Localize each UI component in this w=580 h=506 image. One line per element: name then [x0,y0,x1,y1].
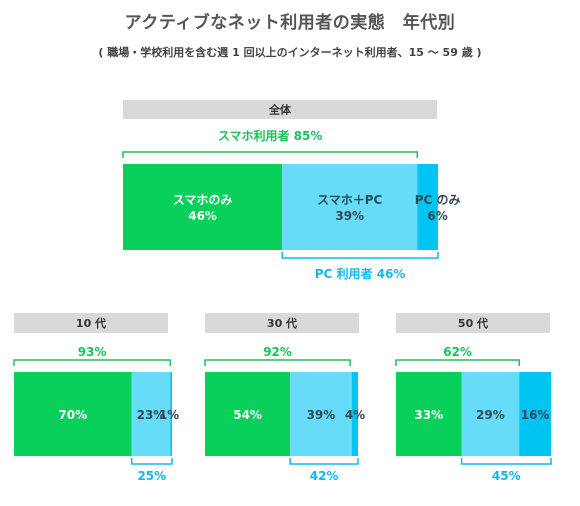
panel-0-smartphone-only-name: スマホのみ [173,193,233,207]
panel-2-smartphone-and-pc-bar [290,372,352,456]
panel-1-smartphone-and-pc-bar [131,372,171,456]
panel-0-pc-only-bar [417,164,438,250]
panel-3-pc-only-value: 16% [521,408,550,422]
panel-2-smartphone-only-bar [205,372,291,456]
panel-2-pc-only-bar [351,372,358,456]
panel-3-pc-users-label: 45% [492,469,521,483]
panel-1-smartphone-users-bracket [13,359,172,366]
panel-3-pc-users-bracket [460,458,552,465]
panel-1-smartphone-and-pc-value: 23% [137,408,166,422]
panel-0-smartphone-only-value: 46% [188,209,217,223]
panel-3-smartphone-and-pc-bar [461,372,520,456]
panel-0-smartphone-users-bracket [122,151,418,158]
panel-2-smartphone-only-value: 54% [233,408,262,422]
panel-0-pc-users-bracket [281,252,439,259]
panel-2-pc-users-bracket [289,458,359,465]
panel-1-header-bg [14,313,168,333]
panel-0-pc-users-label: PC 利用者 46% [315,266,406,281]
panel-1-smartphone-only-value: 70% [58,408,87,422]
panel-1-smartphone-only-bar [14,372,132,456]
panel-0-smartphone-users-label: スマホ利用者 85% [218,128,323,143]
panel-3-pc-only-bar [519,372,551,456]
panel-3-smartphone-users-label: 62% [443,345,472,359]
panel-3-header-bg [396,313,550,333]
panel-0-header-bg [123,100,437,119]
panel-0-pc-only-value: 6% [427,209,447,223]
panel-1-pc-users-bracket [130,458,173,465]
panel-2-smartphone-users-label: 92% [263,345,292,359]
chart-subtitle: ( 職場・学校利用を含む週 1 回以上のインターネット利用者、15 ～ 59 歳… [98,46,482,59]
panel-0-smartphone-and-pc-bar [282,164,418,250]
panel-1-pc-only-value: 1% [159,408,179,422]
panel-1-pc-users-label: 25% [137,469,166,483]
panel-3-smartphone-only-bar [396,372,462,456]
panel-1-pc-only-bar [170,372,172,456]
panel-0-smartphone-and-pc-value: 39% [335,209,364,223]
panel-0-pc-only-name: PC のみ [415,193,461,207]
panel-0-smartphone-only-bar [123,164,283,250]
panel-2-header-bg [205,313,359,333]
panel-0-header-label: 全体 [268,103,292,117]
panel-2-header-label: 30 代 [267,316,297,330]
chart-title: アクティブなネット利用者の実態 年代別 [124,13,456,33]
panel-2-pc-users-label: 42% [310,469,339,483]
panel-3-smartphone-users-bracket [395,359,520,366]
panel-0-smartphone-and-pc-name: スマホ＋PC [317,193,382,207]
panel-1-smartphone-users-label: 93% [78,345,107,359]
panel-2-pc-only-value: 4% [345,408,365,422]
panel-3-smartphone-and-pc-value: 29% [476,408,505,422]
panel-3-header-label: 50 代 [458,316,488,330]
panel-2-smartphone-and-pc-value: 39% [307,408,336,422]
panel-2-smartphone-users-bracket [204,359,351,366]
panel-1-header-label: 10 代 [76,316,106,330]
panel-3-smartphone-only-value: 33% [414,408,443,422]
